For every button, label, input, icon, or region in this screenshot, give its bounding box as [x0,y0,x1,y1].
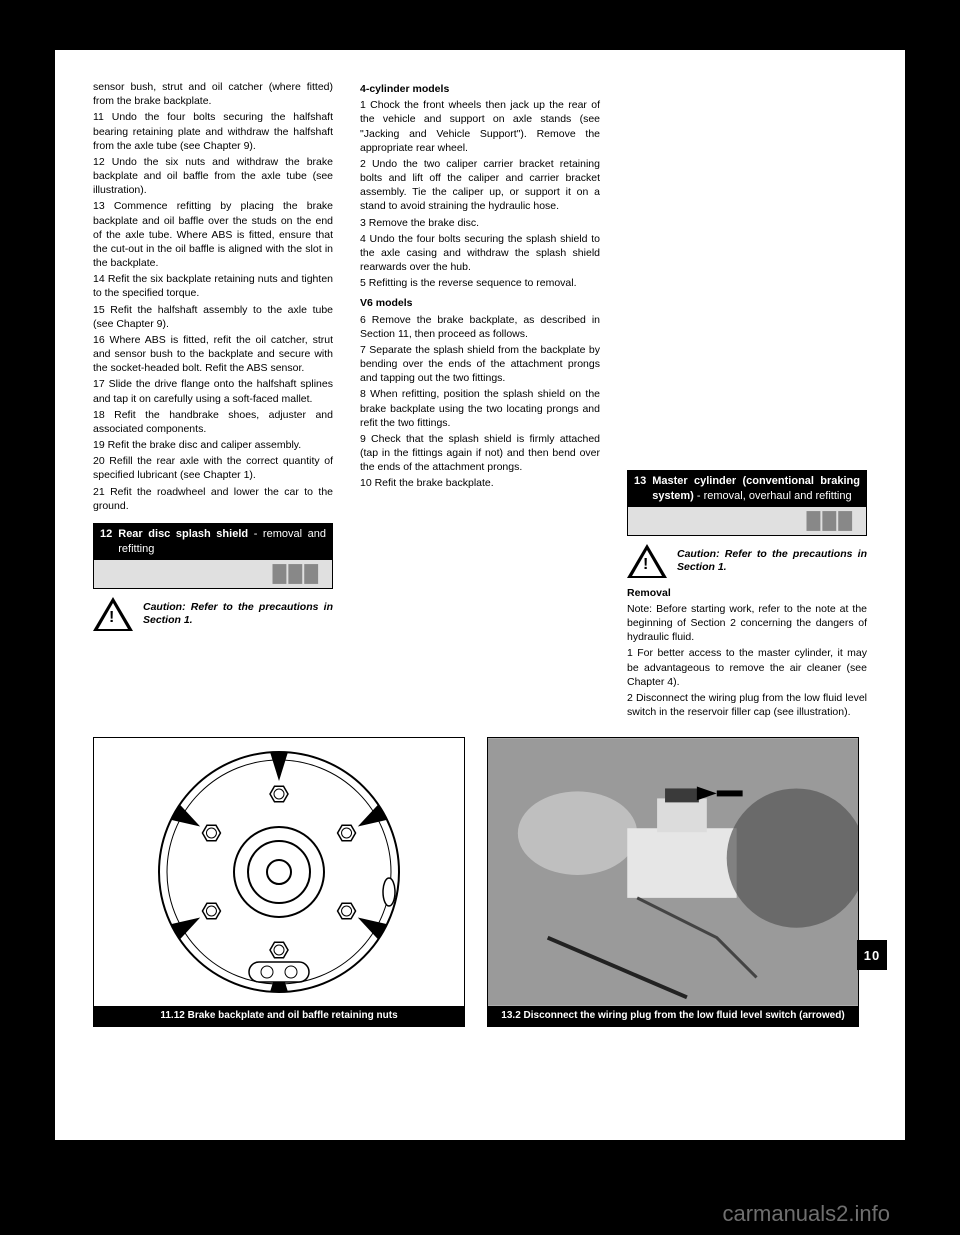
figure-photo [488,738,858,1006]
para: 5 Refitting is the reverse sequence to r… [360,276,600,290]
column-3: 13 Master cylinder (conventional braking… [627,80,867,721]
para: 16 Where ABS is fitted, refit the oil ca… [93,333,333,376]
para: 1 For better access to the master cylind… [627,646,867,689]
figure-11-12: 11.12 Brake backplate and oil baffle ret… [93,737,465,1027]
para: 18 Refit the handbrake shoes, adjuster a… [93,408,333,436]
para: 12 Undo the six nuts and withdraw the br… [93,155,333,198]
section-number: 12 [100,527,112,557]
difficulty-icons [628,507,866,535]
para: 20 Refill the rear axle with the correct… [93,454,333,482]
figure-caption: 13.2 Disconnect the wiring plug from the… [488,1006,858,1026]
figure-caption: 11.12 Brake backplate and oil baffle ret… [94,1006,464,1026]
warning-triangle-icon: ! [627,544,667,578]
para: 8 When refitting, position the splash sh… [360,387,600,430]
para: 2 Disconnect the wiring plug from the lo… [627,691,867,719]
para: 13 Commence refitting by placing the bra… [93,199,333,270]
section-number: 13 [634,474,646,504]
hub-diagram [109,742,449,1002]
figure-row: 11.12 Brake backplate and oil baffle ret… [93,737,867,1027]
para: 6 Remove the brake backplate, as describ… [360,313,600,341]
caution-text: Caution: Refer to the precautions in Sec… [143,601,333,626]
caution-text: Caution: Refer to the precautions in Sec… [677,548,867,573]
subheading: V6 models [360,296,600,310]
figure-13-2: 13.2 Disconnect the wiring plug from the… [487,737,859,1027]
difficulty-icons [94,560,332,588]
para: 3 Remove the brake disc. [360,216,600,230]
para: 21 Refit the roadwheel and lower the car… [93,485,333,513]
subheading: 4-cylinder models [360,82,600,96]
section-title: Rear disc splash shield - removal and re… [118,527,326,557]
para: 17 Slide the drive flange onto the halfs… [93,377,333,405]
para: 9 Check that the splash shield is firmly… [360,432,600,475]
column-1: sensor bush, strut and oil catcher (wher… [93,80,333,721]
page: sensor bush, strut and oil catcher (wher… [55,50,905,1140]
para: 10 Refit the brake backplate. [360,476,600,490]
para: 14 Refit the six backplate retaining nut… [93,272,333,300]
column-2: 4-cylinder models 1 Chock the front whee… [360,80,600,721]
section-12-header: 12 Rear disc splash shield - removal and… [93,523,333,589]
para: Note: Before starting work, refer to the… [627,602,867,645]
caution-box: ! Caution: Refer to the precautions in S… [627,544,867,578]
section-13-header: 13 Master cylinder (conventional braking… [627,470,867,536]
para: 2 Undo the two caliper carrier bracket r… [360,157,600,214]
para: 19 Refit the brake disc and caliper asse… [93,438,333,452]
chapter-tab: 10 [857,940,887,970]
section-title: Master cylinder (conventional braking sy… [652,474,860,504]
para: 7 Separate the splash shield from the ba… [360,343,600,386]
para: 4 Undo the four bolts securing the splas… [360,232,600,275]
figure-image [94,738,464,1006]
caution-box: ! Caution: Refer to the precautions in S… [93,597,333,631]
watermark: carmanuals2.info [722,1201,890,1227]
subheading: Removal [627,586,867,600]
warning-triangle-icon: ! [93,597,133,631]
para: 1 Chock the front wheels then jack up th… [360,98,600,155]
para: 15 Refit the halfshaft assembly to the a… [93,303,333,331]
text-columns: sensor bush, strut and oil catcher (wher… [93,80,867,721]
para: sensor bush, strut and oil catcher (wher… [93,80,333,108]
para: 11 Undo the four bolts securing the half… [93,110,333,153]
engine-bay-photo [488,738,858,1006]
